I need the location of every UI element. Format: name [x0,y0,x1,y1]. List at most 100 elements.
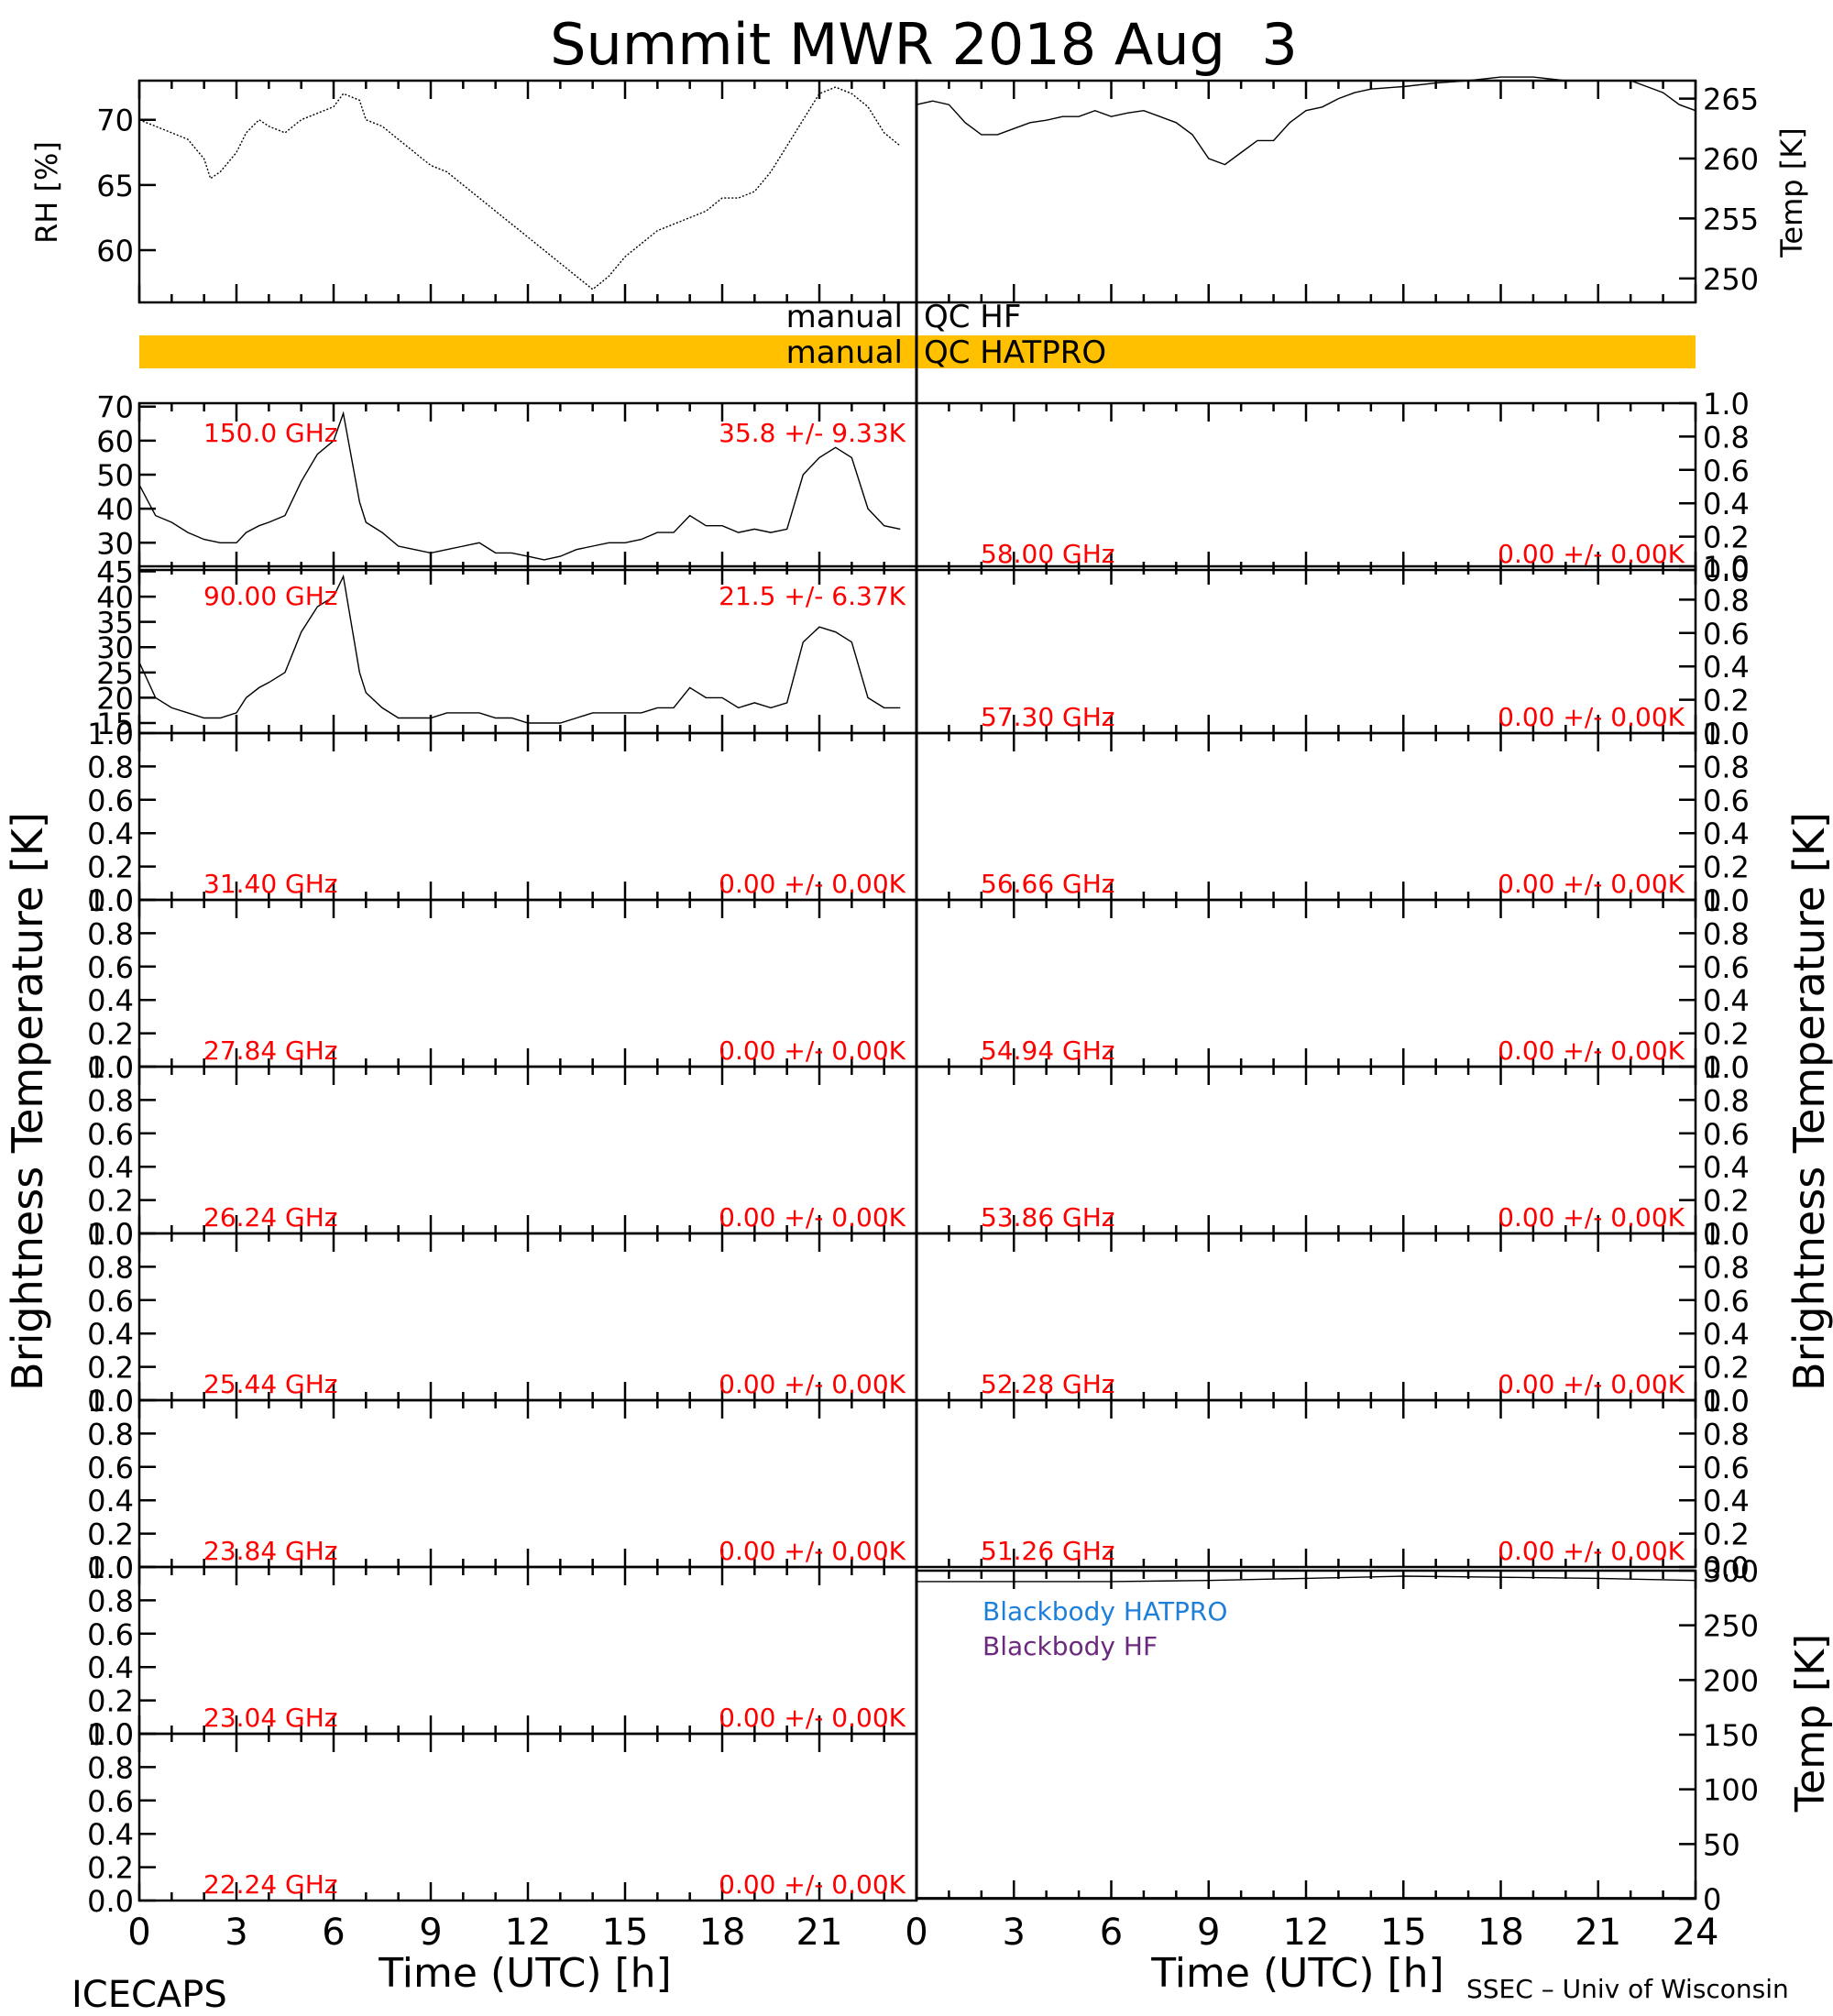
x-tick-label-left: 6 [322,1912,345,1954]
x-tick-label-left: 15 [602,1912,649,1954]
y-tick-label: 0.8 [1703,420,1750,455]
freq-label: 25.44 GHz [203,1369,338,1399]
y-tick-label: 200 [1703,1663,1759,1698]
panel-58.00: 0.00.20.40.60.81.058.00 GHz 0.00 +/- 0.00… [915,387,1750,588]
stat-label: 0.00 +/- 0.00K [719,1536,906,1566]
data-line [138,86,901,290]
freq-label: 56.66 GHz [981,869,1115,899]
y-tick-label: 1.0 [1703,550,1750,585]
y-tick-label: 0.6 [1703,617,1750,652]
y-tick-label: 0.6 [87,1617,134,1652]
y-tick-label: 0.0 [87,883,134,918]
stat-label: 0.00 +/- 0.00K [719,869,906,899]
ylabel-left: Brightness Temperature [K] [3,812,52,1391]
y-tick-label: 0.6 [1703,1117,1750,1152]
y-tick-label: 35 [96,606,134,641]
panel-27.84: 0.00.20.40.60.81.027.84 GHz 0.00 +/- 0.00… [87,883,918,1085]
y-tick-label: 60 [96,424,134,459]
y-tick-label: 0.8 [1703,916,1750,951]
y-tick-label: 0.0 [1703,1550,1750,1585]
x-tick-label-right: 6 [1100,1912,1123,1954]
qc-bars: manual QC HF manual QC HATPRO [139,299,1696,371]
y-tick-label: 0.2 [1703,1184,1750,1219]
x-tick-labels: 0 3 6 9 12 15 18 21 0 3 6 9 12 15 18 21 24 [127,1912,1718,1954]
y-tick-label: 0.8 [87,1083,134,1118]
y-tick-label: 0.4 [87,1150,134,1185]
qc-hatpro-right-label: QC HATPRO [924,334,1106,371]
freq-label: 51.26 GHz [981,1536,1115,1566]
y-tick-label: 70 [96,390,134,425]
panel-52.28: 0.00.20.40.60.81.052.28 GHz 0.00 +/- 0.00… [915,1217,1750,1419]
y-tick-label: 1.0 [1703,883,1750,918]
stat-label: 0.00 +/- 0.00K [719,1869,906,1900]
y-tick-label: 0.2 [1703,684,1750,718]
temp-ylabel: Temp [K] [1774,127,1809,257]
stat-label: 0.00 +/- 0.00K [1498,702,1685,732]
y-tick-label: 0.2 [1703,1517,1750,1552]
y-tick-label: 260 [1703,142,1759,177]
y-tick-label: 30 [96,526,134,561]
data-line [916,76,1696,166]
panel-22.24: 0.00.20.40.60.81.022.24 GHz 0.00 +/- 0.00… [87,1717,918,1919]
x-tick-label-left: 9 [419,1912,442,1954]
y-tick-label: 0.4 [87,983,134,1018]
blackbody-ylabel: Temp [K] [1787,1634,1833,1813]
y-tick-label: 0.8 [87,1583,134,1618]
freq-label: 26.24 GHz [203,1202,338,1233]
x-tick-label-left: 12 [505,1912,552,1954]
freq-label: 31.40 GHz [203,869,338,899]
y-tick-label: 250 [1703,262,1759,297]
y-tick-label: 1.0 [87,1550,134,1585]
y-tick-label: 0.0 [1703,1217,1750,1252]
y-tick-label: 50 [1703,1827,1740,1862]
y-tick-label: 0.0 [1703,1050,1750,1085]
y-tick-label: 100 [1703,1773,1759,1808]
panel-53.86: 0.00.20.40.60.81.053.86 GHz 0.00 +/- 0.00… [915,1050,1750,1252]
y-tick-label: 250 [1703,1609,1759,1644]
x-tick-label-left: 21 [796,1912,843,1954]
y-tick-label: 0.2 [87,1184,134,1219]
y-tick-label: 0.4 [1703,1484,1750,1518]
stat-label: 0.00 +/- 0.00K [1498,1202,1685,1233]
y-tick-label: 40 [96,580,134,615]
y-tick-label: 1.0 [1703,1384,1750,1419]
figure-title: Summit MWR 2018 Aug 3 [550,11,1298,78]
y-tick-label: 15 [96,707,134,741]
y-tick-label: 40 [96,492,134,527]
panel-56.66: 0.00.20.40.60.81.056.66 GHz 0.00 +/- 0.00… [915,717,1750,918]
freq-label: 22.24 GHz [203,1869,338,1900]
stat-label: 0.00 +/- 0.00K [719,1703,906,1733]
y-tick-label: 25 [96,656,134,691]
footer-icecaps: ICECAPS [71,1974,227,2016]
y-tick-label: 1.0 [87,717,134,751]
xlabel-left: Time (UTC) [h] [378,1950,671,1997]
y-tick-label: 0.0 [87,1717,134,1752]
panel-23.04: 0.00.20.40.60.81.023.04 GHz 0.00 +/- 0.00… [87,1550,918,1752]
y-tick-label: 0.2 [1703,1351,1750,1386]
y-tick-label: 0.4 [1703,650,1750,685]
y-tick-label: 45 [96,555,134,590]
xlabel-right: Time (UTC) [h] [1150,1950,1443,1997]
stat-label: 0.00 +/- 0.00K [1498,869,1685,899]
stat-label: 21.5 +/- 6.37K [719,581,906,611]
y-tick-label: 0.8 [1703,1250,1750,1285]
qc-hf-right-label: QC HF [924,299,1021,335]
y-tick-label: 0.0 [1703,553,1750,588]
y-tick-label: 1.0 [87,1217,134,1252]
y-tick-label: 0.2 [87,1851,134,1886]
y-tick-label: 0.8 [87,1250,134,1285]
data-line [916,1575,1696,1583]
x-tick-label-left: 0 [127,1912,150,1954]
y-tick-label: 1.0 [1703,387,1750,422]
y-tick-label: 0.6 [87,1451,134,1485]
y-tick-label: 20 [96,681,134,716]
freq-label: 150.0 GHz [203,418,338,448]
y-tick-label: 0.0 [1703,717,1750,751]
qc-hf-left-label: manual [786,299,903,335]
y-tick-label: 0.6 [1703,783,1750,818]
panel-25.44: 0.00.20.40.60.81.025.44 GHz 0.00 +/- 0.00… [87,1217,918,1419]
y-tick-label: 0.6 [1703,454,1750,488]
y-tick-label: 0.4 [1703,816,1750,851]
